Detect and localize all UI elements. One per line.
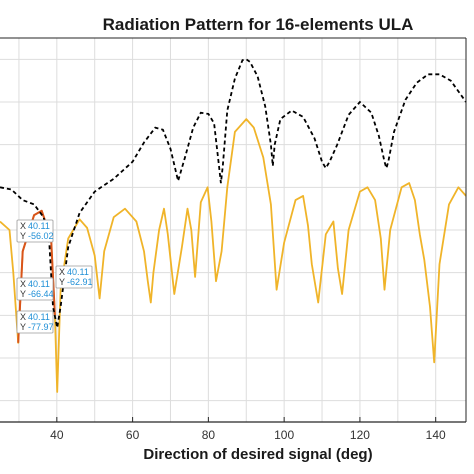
datatip-box	[16, 219, 54, 243]
x-tick-labels: 40 60 80 100 120 140	[50, 417, 446, 442]
datatip-y-value: -62.91	[67, 277, 93, 287]
axes	[0, 37, 467, 423]
datatip: X 40.11Y -56.02	[16, 219, 54, 243]
datatip: X 40.11Y -66.44	[16, 277, 54, 301]
chart-title: Radiation Pattern for 16-elements ULA	[103, 15, 414, 34]
datatip-y-label: Y	[20, 289, 26, 299]
datatip-y-value: -77.97	[28, 322, 54, 332]
x-tick-label: 60	[126, 428, 140, 442]
datatip-x-label: X	[20, 279, 26, 289]
datatip-y-label: Y	[20, 322, 26, 332]
datatip: X 40.11Y -62.91	[55, 265, 93, 289]
pattern-line-solid	[0, 118, 467, 393]
pattern-line-dashed	[0, 58, 467, 328]
x-tick-label: 40	[50, 428, 64, 442]
datatips-layer: X 40.11Y -56.02X 40.11Y -66.44X 40.11Y -62.91X…	[16, 219, 93, 334]
datatip-y-label: Y	[20, 231, 26, 241]
datatip-y-value: -66.44	[28, 289, 54, 299]
x-tick-label: 120	[350, 428, 370, 442]
datatip: X 40.11Y -77.97	[16, 310, 54, 334]
x-axis-label: Direction of desired signal (deg)	[143, 446, 372, 463]
datatip-x-label: X	[20, 312, 26, 322]
datatip-box	[16, 310, 54, 334]
x-tick-label: 80	[202, 428, 216, 442]
datatip-x-value: 40.11	[67, 267, 89, 277]
datatip-x-value: 40.11	[28, 221, 50, 231]
datatip-x-value: 40.11	[28, 312, 50, 322]
datatip-box	[55, 265, 93, 289]
datatip-x-value: 40.11	[28, 279, 50, 289]
datatip-x-label: X	[20, 221, 26, 231]
series-layer	[0, 58, 467, 393]
x-tick-label: 100	[274, 428, 294, 442]
datatip-x-label: X	[59, 267, 65, 277]
grid	[0, 38, 466, 422]
datatip-y-label: Y	[59, 277, 65, 287]
x-tick-label: 140	[426, 428, 446, 442]
datatip-y-value: -56.02	[28, 231, 54, 241]
datatip-box	[16, 277, 54, 301]
pattern-line-highlight	[17, 209, 56, 343]
